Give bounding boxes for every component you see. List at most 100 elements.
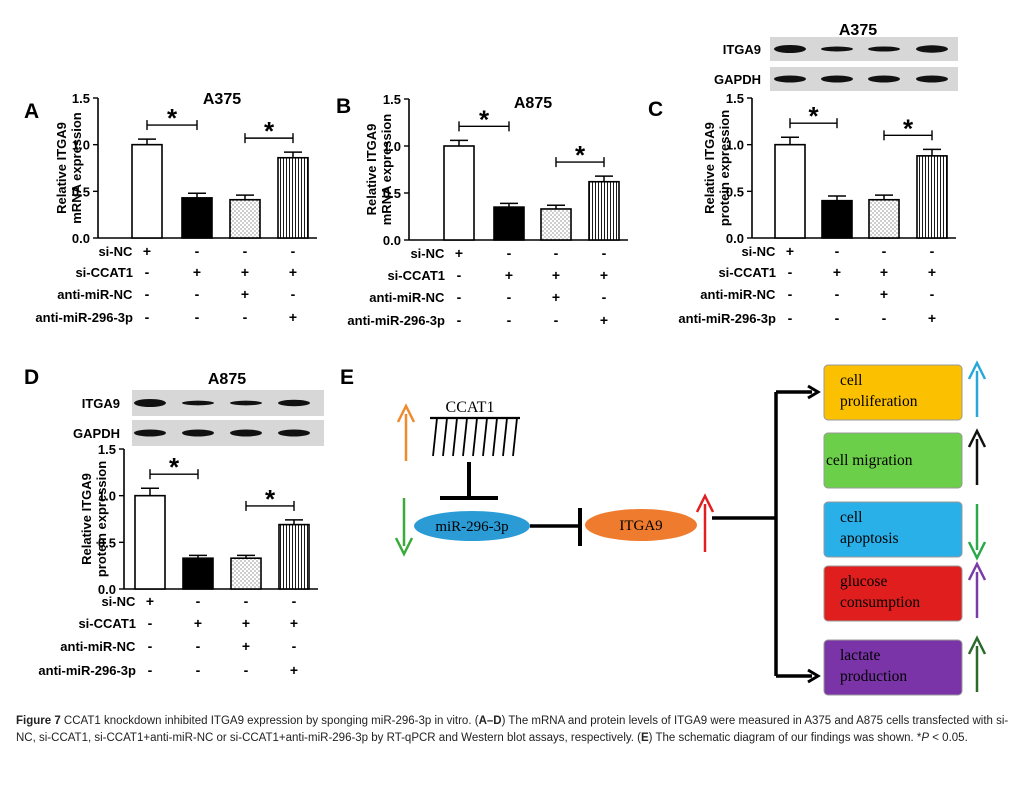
panel-title: A375 [203,91,241,108]
treatment-sign: - [243,243,248,259]
bar [131,143,163,239]
treatment-sign: + [600,312,608,328]
treatment-sign: + [455,245,463,261]
treatment-sign: + [290,615,298,631]
caption-figure-label: Figure 7 [16,715,61,727]
treatment-sign: + [289,264,297,280]
panel-letter: A [24,100,39,123]
y-tick-label: 1.0 [726,138,744,153]
bar [229,198,261,239]
treatment-sign: + [552,289,560,305]
sig-star: * [167,103,178,133]
treatment-label: si-CCAT1 [75,265,133,280]
treatment-sign: - [457,267,462,283]
treatment-label: anti-miR-296-3p [35,310,133,325]
y-tick-label: 1.5 [72,91,90,106]
blot-band [230,429,262,437]
outcome-rect [823,364,963,421]
treatment-sign: + [833,264,841,280]
treatment-sign: - [145,309,150,325]
blot-band [916,45,948,53]
bar [182,557,214,590]
ccat1-tooth [502,417,508,457]
treatment-sign: + [289,309,297,325]
y-tick-label: 0.0 [726,231,744,246]
treatment-sign: - [507,289,512,305]
treatment-sign: - [835,243,840,259]
outcome-label-2: production [840,668,907,685]
treatment-sign: - [196,593,201,609]
ccat1-tooth [432,417,438,457]
treatment-sign: - [291,243,296,259]
bar [493,206,525,241]
treatment-sign: - [292,593,297,609]
treatment-label: si-NC [101,594,136,609]
bar [916,155,948,239]
treatment-sign: - [195,286,200,302]
y-axis-label-2: mRNA expression [379,114,394,226]
treatment-sign: + [505,267,513,283]
treatment-label: si-NC [98,244,133,259]
outcome-rect [823,501,963,558]
treatment-sign: + [786,243,794,259]
blot-band [134,429,166,437]
sig-star: * [479,104,490,134]
treatment-label: si-CCAT1 [718,265,776,280]
bar [588,180,620,241]
outcome-label: glucose [840,573,887,590]
treatment-sign: - [507,245,512,261]
arrow-head-icon [967,428,987,448]
outcome-box: glucose consumption [823,561,987,622]
treatment-sign: - [930,286,935,302]
blot-label: GAPDH [714,72,761,87]
treatment-sign: - [882,310,887,326]
treatment-sign: + [290,662,298,678]
treatment-sign: + [928,310,936,326]
treatment-sign: - [602,245,607,261]
sig-star: * [808,101,819,131]
arrow-head-icon [396,403,416,423]
blot-band [774,45,806,53]
figure-caption: Figure 7 CCAT1 knockdown inhibited ITGA9… [16,713,1011,747]
treatment-sign: - [148,615,153,631]
ccat1-tooth [462,417,468,457]
treatment-sign: - [148,662,153,678]
bar [230,557,262,590]
bar [181,197,213,239]
treatment-sign: - [457,289,462,305]
panel-letter: B [336,95,351,118]
treatment-sign: + [193,264,201,280]
treatment-label: anti-miR-NC [60,639,136,654]
treatment-sign: + [143,243,151,259]
ccat1-tooth [512,417,518,457]
treatment-sign: + [600,267,608,283]
y-axis-label-2: protein expression [94,461,109,577]
treatment-label: si-CCAT1 [387,268,445,283]
treatment-sign: - [554,245,559,261]
panel-letter: D [24,366,39,389]
caption-p: P [921,732,930,744]
itga9-ellipse [585,509,697,541]
panel-letter: C [648,98,663,121]
blot-band [182,429,214,437]
treatment-sign: - [882,243,887,259]
treatment-sign: - [930,243,935,259]
sig-star: * [264,116,275,146]
bar [277,156,309,239]
y-tick-label: 1.5 [383,92,401,107]
treatment-label: si-NC [410,246,445,261]
outcome-label: lactate [840,647,881,664]
y-tick-label: 0.5 [726,184,744,199]
blot-band [774,75,806,83]
panel-b: B A875 0.0 0.5 1.0 1.5 Relative ITGA9 mRNA expr… [336,92,628,328]
treatment-label: anti-miR-NC [369,290,445,305]
treatment-label: anti-miR-NC [57,287,133,302]
blot-band [278,399,310,407]
treatment-label: si-CCAT1 [78,616,136,631]
y-axis-label: Relative ITGA9 [364,124,379,216]
y-tick-label: 0.0 [383,233,401,248]
outcome-rect [823,565,963,622]
y-tick-label: 0.5 [383,186,401,201]
panel-title: A875 [208,371,246,388]
ccat1-label: CCAT1 [446,399,495,416]
